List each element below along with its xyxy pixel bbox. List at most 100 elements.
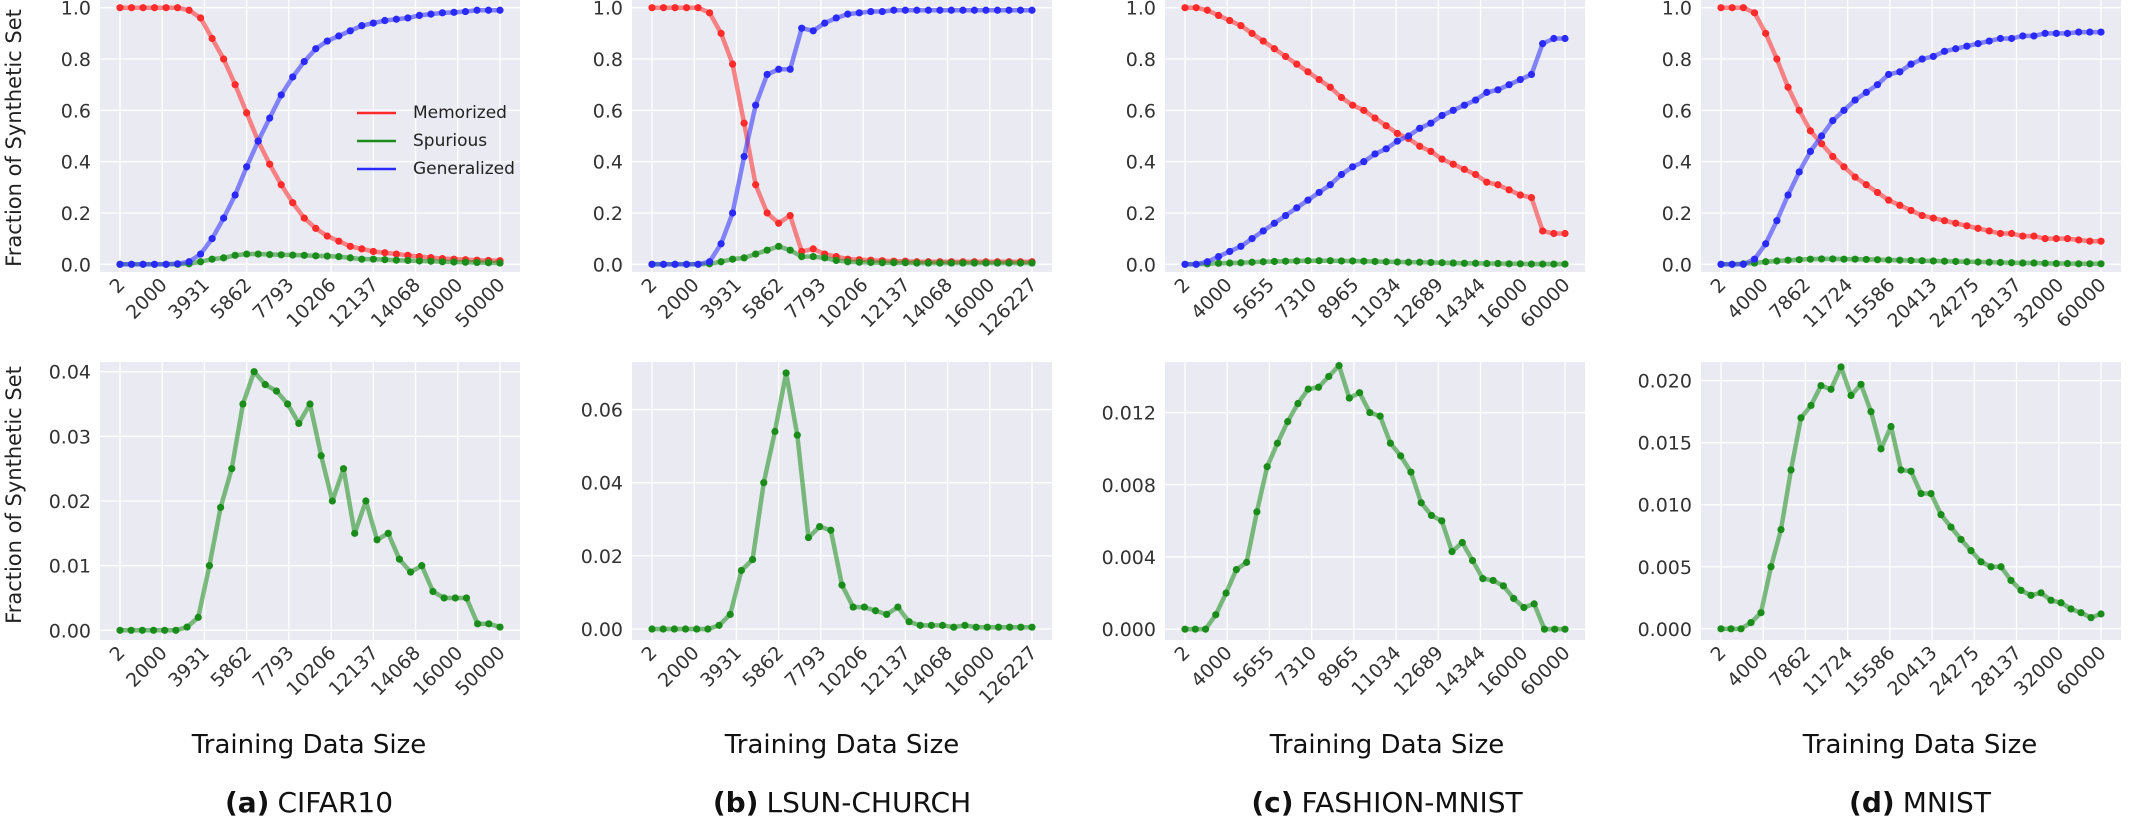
legend-generalized-label: Generalized [413, 159, 515, 179]
data-point-memorized [2030, 232, 2038, 240]
data-point-generalized [1483, 88, 1491, 96]
data-point-spurious [890, 259, 898, 267]
x-tick-label: 7310 [1271, 642, 1321, 692]
y-tick-label: 0.020 [1638, 371, 1692, 393]
data-point-spurious [894, 603, 902, 611]
data-point-spurious [737, 566, 746, 575]
data-point-generalized [2063, 29, 2072, 37]
data-point-spurious [1448, 547, 1456, 556]
panel-b-bottom: 0.000.020.040.06220003931586277931020612… [581, 362, 1052, 709]
data-point-memorized [1896, 201, 1904, 209]
data-point-spurious [2077, 609, 2085, 617]
y-tick-label: 0.04 [581, 473, 623, 495]
y-tick-label: 0.02 [49, 491, 91, 513]
data-point-spurious [1438, 259, 1446, 267]
data-point-memorized [220, 55, 228, 63]
data-point-generalized [312, 45, 320, 53]
data-point-spurious [272, 387, 281, 395]
data-point-memorized [809, 245, 817, 253]
data-point-memorized [717, 29, 725, 37]
data-point-spurious [771, 427, 779, 436]
data-point-generalized [705, 258, 714, 266]
x-tick-label: 4000 [1723, 642, 1773, 692]
data-point-spurious [1417, 499, 1425, 507]
data-point-memorized [197, 14, 205, 22]
data-point-generalized [878, 7, 886, 16]
data-point-generalized [438, 9, 447, 17]
data-point-spurious [2057, 599, 2065, 607]
x-tick-label: 4000 [1187, 642, 1237, 692]
data-point-memorized [312, 224, 320, 232]
data-point-generalized [473, 6, 481, 14]
data-point-spurious [2063, 259, 2072, 268]
data-point-generalized [2086, 28, 2094, 36]
data-point-spurious [816, 523, 824, 531]
data-point-spurious [1315, 257, 1323, 265]
data-point-memorized [231, 81, 239, 89]
data-point-memorized [1181, 4, 1189, 12]
data-point-memorized [1304, 68, 1312, 76]
data-point-spurious [429, 587, 437, 596]
data-point-generalized [346, 27, 354, 35]
data-point-spurious [982, 259, 990, 267]
data-point-spurious [1937, 511, 1945, 519]
data-point-spurious [1977, 558, 1985, 566]
data-point-generalized [1028, 6, 1036, 14]
data-point-memorized [1840, 163, 1848, 171]
y-tick-label: 1.0 [1662, 0, 1692, 20]
data-point-spurious [1550, 260, 1558, 268]
data-point-memorized [1281, 52, 1290, 61]
data-point-spurious [1259, 258, 1267, 266]
data-point-memorized [694, 4, 702, 12]
data-point-generalized [208, 235, 216, 243]
data-point-generalized [1371, 150, 1379, 158]
data-point-spurious [496, 259, 504, 267]
data-point-spurious [2007, 576, 2015, 585]
y-tick-label: 0.008 [1102, 475, 1156, 497]
data-point-memorized [1393, 129, 1401, 138]
data-point-spurious [1784, 256, 1792, 264]
data-point-spurious [1237, 259, 1245, 267]
data-point-generalized [1527, 70, 1536, 79]
data-point-spurious [993, 259, 1002, 267]
y-tick-label: 1.0 [61, 0, 91, 20]
data-point-spurious [1530, 600, 1538, 608]
data-point-generalized [173, 260, 182, 268]
data-point-generalized [1304, 196, 1312, 204]
data-point-spurious [1806, 255, 1815, 263]
data-point-spurious [1458, 538, 1466, 547]
data-point-memorized [659, 4, 668, 12]
data-point-memorized [1293, 60, 1301, 68]
data-point-generalized [185, 258, 193, 266]
data-point-spurious [1516, 260, 1524, 268]
data-point-generalized [1773, 217, 1781, 225]
data-point-spurious [289, 251, 297, 259]
data-point-spurious [1273, 439, 1282, 447]
data-point-spurious [916, 621, 924, 629]
data-point-generalized [763, 70, 771, 79]
data-point-spurious [972, 623, 980, 631]
x-axis-label-d: Training Data Size [1802, 730, 2038, 760]
data-point-memorized [139, 4, 147, 12]
data-point-generalized [415, 11, 423, 19]
data-point-spurious [648, 625, 656, 633]
panel-c-bottom: 0.0000.0040.0080.01224000565573108965110… [1102, 362, 1585, 700]
y-tick-label: 0.4 [61, 152, 91, 174]
data-point-spurious [231, 251, 239, 259]
data-point-spurious [317, 452, 325, 460]
data-point-spurious [1540, 625, 1549, 633]
data-point-memorized [671, 4, 679, 12]
data-point-spurious [484, 259, 493, 267]
data-point-spurious [1817, 255, 1826, 263]
data-point-spurious [1397, 452, 1405, 460]
data-point-spurious [1787, 466, 1795, 474]
series-line-memorized [120, 5, 501, 263]
data-point-spurious [947, 259, 955, 267]
data-point-generalized [1494, 86, 1502, 94]
data-point-memorized [1561, 229, 1569, 238]
x-tick-label: 5862 [738, 642, 788, 692]
data-point-generalized [1471, 96, 1480, 104]
y-tick-label: 0.6 [61, 100, 91, 122]
data-point-spurious [924, 259, 932, 267]
data-point-spurious [844, 258, 852, 266]
